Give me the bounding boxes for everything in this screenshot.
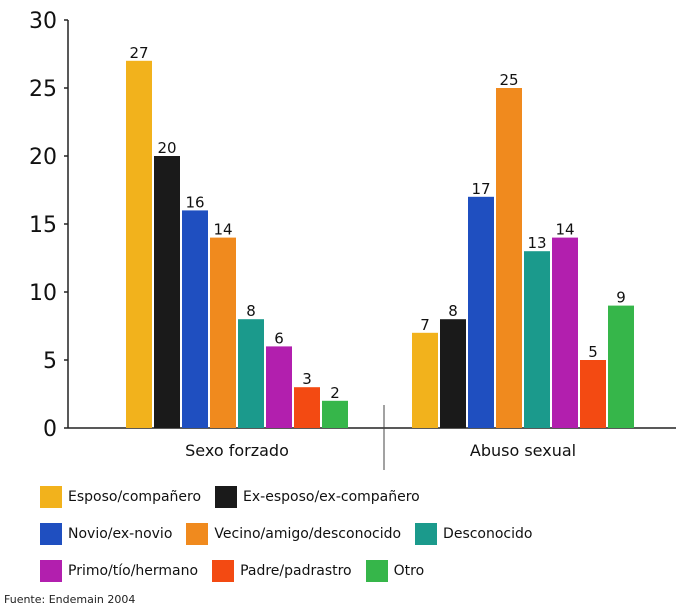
y-tick-label: 15 <box>29 213 57 238</box>
bar <box>524 251 550 428</box>
legend-item: Otro <box>365 559 425 582</box>
data-label: 14 <box>555 221 574 239</box>
category-label: Abuso sexual <box>470 441 576 460</box>
data-label: 14 <box>213 221 232 239</box>
data-label: 7 <box>420 316 430 334</box>
data-label: 27 <box>129 44 148 62</box>
legend-row: Esposo/compañero Ex-esposo/ex-compañero <box>40 478 680 515</box>
legend-label: Vecino/amigo/desconocido <box>214 525 402 542</box>
data-label: 25 <box>499 71 518 89</box>
bar <box>322 400 348 428</box>
bar <box>294 387 320 428</box>
bar <box>440 319 466 428</box>
legend-item: Primo/tío/hermano <box>40 559 199 582</box>
data-label: 5 <box>588 343 598 361</box>
legend-item: Ex-esposo/ex-compañero <box>215 485 420 508</box>
y-tick-label: 0 <box>43 417 57 442</box>
y-tick-label: 20 <box>29 145 57 170</box>
legend-swatch <box>40 559 62 582</box>
legend-swatch <box>40 522 62 545</box>
data-label: 17 <box>471 180 490 198</box>
legend-label: Ex-esposo/ex-compañero <box>243 488 420 505</box>
bar <box>154 156 180 428</box>
data-label: 20 <box>157 139 176 157</box>
source-note: Fuente: Endemain 2004 <box>4 593 136 606</box>
legend-item: Padre/padrastro <box>212 559 352 582</box>
legend-item: Novio/ex-novio <box>40 522 173 545</box>
legend-item: Esposo/compañero <box>40 485 202 508</box>
data-label: 9 <box>616 289 626 307</box>
legend-item: Desconocido <box>415 522 533 545</box>
bar <box>238 319 264 428</box>
y-tick-label: 30 <box>29 9 57 34</box>
data-label: 16 <box>185 193 204 211</box>
bar <box>608 305 634 428</box>
legend-label: Primo/tío/hermano <box>68 562 199 579</box>
legend-label: Padre/padrastro <box>240 562 352 579</box>
bar <box>126 60 152 429</box>
bar <box>266 346 292 428</box>
data-label: 3 <box>302 370 312 388</box>
data-label: 13 <box>527 234 546 252</box>
legend: Esposo/compañero Ex-esposo/ex-compañero No… <box>40 478 680 589</box>
legend-row: Novio/ex-novio Vecino/amigo/desconocido De… <box>40 515 680 552</box>
legend-swatch <box>365 559 388 582</box>
category-label: Sexo forzado <box>185 441 289 460</box>
bars <box>126 60 634 429</box>
legend-label: Esposo/compañero <box>68 488 202 505</box>
legend-swatch <box>215 485 238 508</box>
data-label: 6 <box>274 329 284 347</box>
y-tick-label: 5 <box>43 349 57 374</box>
legend-row: Primo/tío/hermano Padre/padrastro Otro <box>40 552 680 589</box>
legend-label: Desconocido <box>443 525 533 542</box>
legend-item: Vecino/amigo/desconocido <box>186 522 402 545</box>
legend-swatch <box>415 522 438 545</box>
legend-swatch <box>212 559 235 582</box>
bar <box>210 237 236 428</box>
bar <box>182 210 208 428</box>
bar <box>412 332 438 428</box>
data-label: 2 <box>330 384 340 402</box>
legend-label: Otro <box>393 562 425 579</box>
y-tick-label: 25 <box>29 77 57 102</box>
data-label: 8 <box>246 302 256 320</box>
data-label: 8 <box>448 302 458 320</box>
legend-swatch <box>40 485 62 508</box>
legend-swatch <box>186 522 209 545</box>
legend-label: Novio/ex-novio <box>68 525 173 542</box>
bar <box>496 88 522 428</box>
bar <box>580 360 606 428</box>
bar <box>468 196 494 428</box>
bar <box>552 237 578 428</box>
y-tick-label: 10 <box>29 281 57 306</box>
